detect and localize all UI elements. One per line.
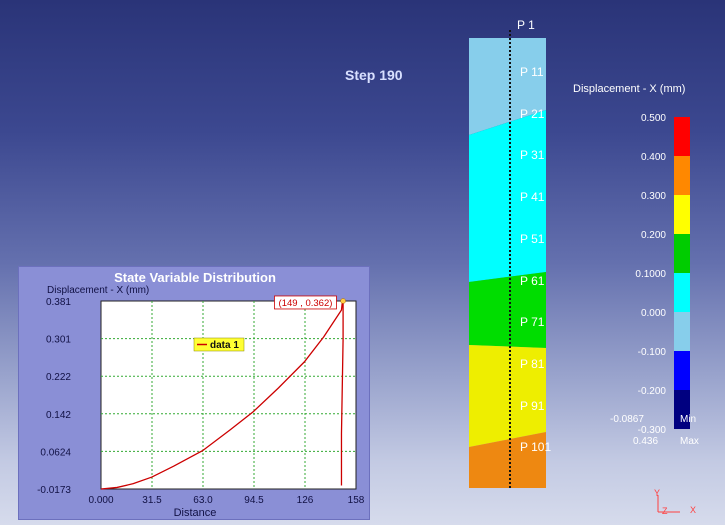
x-tick-label: 63.0 (193, 495, 213, 506)
legend-min-value: -0.0867 (610, 414, 644, 425)
x-tick-label: 126 (297, 495, 314, 506)
step-label: Step 190 (345, 67, 403, 83)
datapoint-tooltip-box (274, 295, 337, 310)
probe-label-p81: P 81 (520, 356, 545, 371)
x-tick-label: 158 (348, 495, 365, 506)
legend-tick-label: 0.400 (640, 152, 666, 163)
plot-area (100, 300, 357, 490)
datapoint-tooltip: (149 , 0.362) (279, 298, 333, 309)
legend-swatch (674, 312, 690, 351)
legend-swatch (674, 390, 690, 429)
legend-swatch (674, 234, 690, 273)
plot-legend-box (193, 337, 245, 352)
legend-min-label: Min (680, 414, 697, 425)
x-tick-label: 31.5 (142, 495, 162, 506)
y-tick-label: 0.0624 (40, 447, 71, 458)
plot-x-axis-label: Distance (173, 507, 217, 519)
legend-swatch (674, 156, 690, 195)
probe-label-p21: P 21 (520, 106, 545, 121)
probe-label-p71: P 71 (520, 315, 545, 330)
x-tick-label: 94.5 (244, 495, 264, 506)
band-orange (469, 432, 546, 488)
band-yellow (469, 345, 546, 447)
probe-label-p31: P 31 (520, 148, 545, 163)
axis-triad: Y Z X (650, 488, 710, 520)
legend-swatch (674, 351, 690, 390)
y-tick-label: 0.222 (46, 372, 71, 383)
triad-z-label: Z (662, 506, 668, 516)
plot-canvas[interactable]: 0.000 31.5 63.0 94.5 126 158 -0.0173 0.0624 0.14… (19, 267, 371, 521)
triad-y-label: Y (654, 488, 661, 498)
band-green (469, 272, 546, 348)
legend-tick-label: 0.200 (640, 230, 666, 241)
legend-swatch (674, 195, 690, 234)
band-cyan (469, 110, 546, 282)
legend-tick-label: -0.300 (637, 425, 666, 436)
legend-swatch (674, 117, 690, 156)
probe-label-p61: P 61 (520, 273, 545, 288)
triad-x-label: X (690, 505, 697, 515)
legend-tick-label: 0.300 (640, 191, 666, 202)
plot-y-axis-label: Displacement - X (mm) (47, 285, 150, 296)
probe-label-p41: P 41 (520, 190, 545, 205)
plot-title: State Variable Distribution (114, 270, 276, 285)
legend-label-data-1: data 1 (210, 340, 239, 351)
legend-tick-label: 0.000 (640, 308, 666, 319)
peak-marker (340, 298, 346, 304)
probe-label-p101: P 101 (520, 440, 552, 455)
series-line-data-1 (100, 298, 344, 490)
legend-title: Displacement - X (mm) (573, 83, 686, 95)
legend-max-label: Max (680, 436, 699, 447)
probe-label-p1: P 1 (517, 18, 535, 32)
probe-label-p91: P 91 (520, 398, 545, 413)
band-lightblue (469, 38, 546, 135)
legend-max-value: 0.436 (633, 436, 659, 447)
legend-swatch (674, 273, 690, 312)
y-tick-label: 0.381 (46, 297, 71, 308)
legend-tick-label: 0.500 (640, 113, 666, 124)
probe-label-p51: P 51 (520, 231, 545, 246)
y-tick-label: 0.301 (46, 335, 71, 346)
state-variable-plot-window[interactable]: State Variable Distribution Displacement… (18, 266, 370, 520)
legend-tick-label: -0.200 (637, 386, 666, 397)
probe-label-p11: P 11 (520, 65, 544, 79)
y-tick-label: 0.142 (46, 410, 71, 421)
legend-tick-label: 0.1000 (635, 269, 666, 280)
legend-tick-label: -0.100 (637, 347, 666, 358)
y-tick-label: -0.0173 (37, 485, 71, 496)
x-tick-label: 0.000 (88, 495, 113, 506)
